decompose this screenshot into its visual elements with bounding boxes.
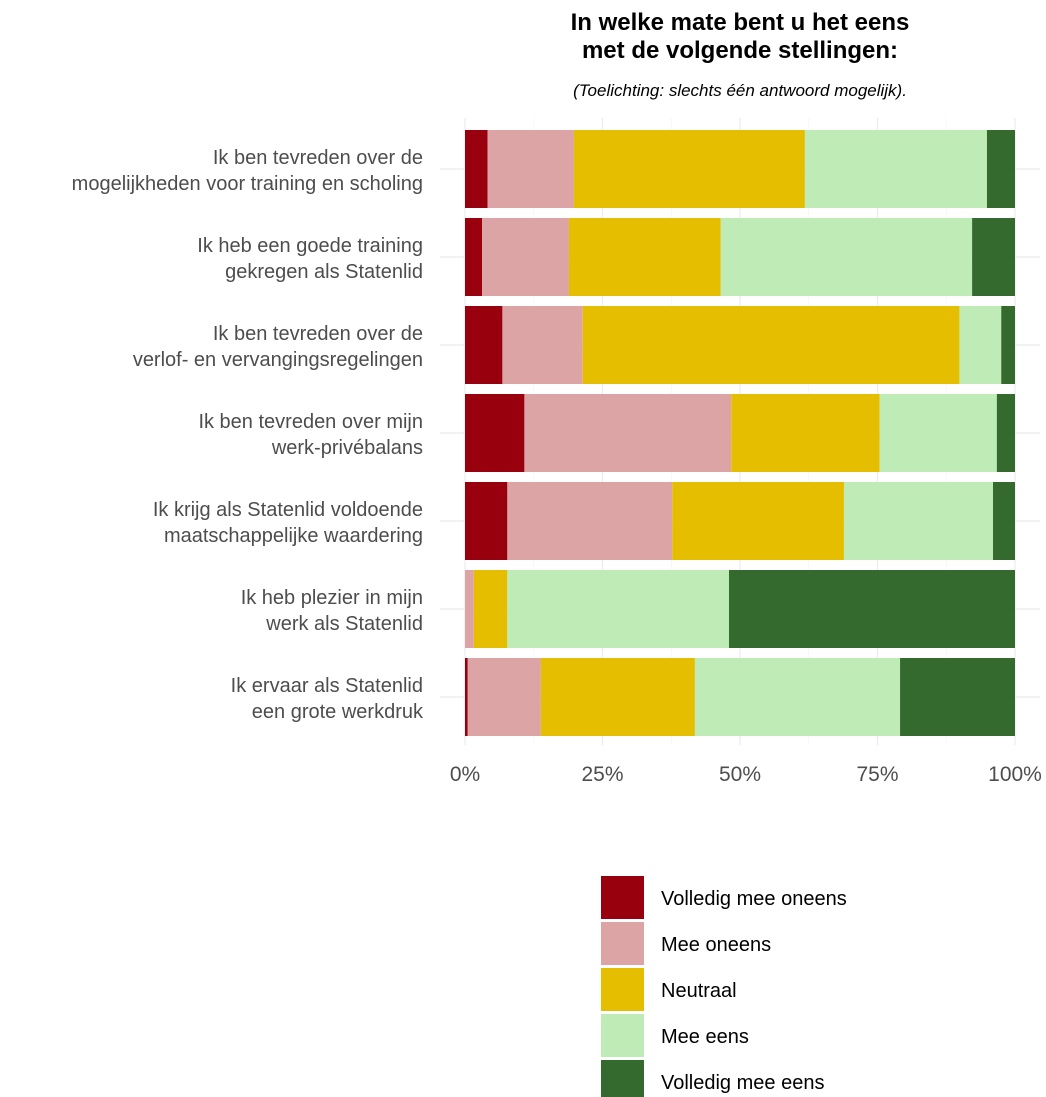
legend-label: Volledig mee oneens (661, 888, 847, 910)
category-label-line: werk-privébalans (271, 437, 423, 459)
bar-segment (843, 482, 993, 560)
chart-title-line-1: In welke mate bent u het eens (571, 9, 910, 36)
category-label: Ik ben tevreden over de mogelijkheden voo… (72, 147, 423, 195)
x-tick-label: 50% (719, 763, 761, 786)
category-label: Ik ben tevreden over mijn werk-privébalan… (198, 411, 423, 459)
bar-segment (502, 306, 583, 384)
bar-segment (465, 130, 488, 208)
legend-label: Mee eens (661, 1026, 749, 1048)
bar-segment (1001, 306, 1015, 384)
x-tick-label: 0% (450, 763, 480, 786)
bar-segment (465, 658, 468, 736)
category-label-line: Ik krijg als Statenlid voldoende (153, 499, 423, 521)
category-label: Ik heb plezier in mijn werk als Statenlid (241, 587, 423, 635)
bars (465, 130, 1015, 736)
bar-segment (804, 130, 987, 208)
legend-key (601, 1060, 644, 1097)
category-label-line: Ik heb plezier in mijn (241, 587, 423, 609)
bar-segment (959, 306, 1002, 384)
bar-segment (507, 570, 729, 648)
category-label-line: Ik heb een goede training (197, 235, 423, 257)
bar-segment (672, 482, 844, 560)
category-label: Ik ervaar als Statenlid een grote werkdru… (231, 675, 424, 723)
category-label: Ik krijg als Statenlid voldoende maatscha… (153, 499, 423, 547)
bar-segment (720, 218, 973, 296)
category-label-line: verlof- en vervangingsregelingen (133, 349, 423, 371)
bar-segment (524, 394, 732, 472)
bar-segment (694, 658, 901, 736)
bar-segment (465, 218, 483, 296)
bar-segment (568, 218, 721, 296)
bar-segment (465, 306, 503, 384)
legend: Volledig mee oneens Mee oneens Neutraal Mee… (601, 876, 847, 1097)
legend-key (601, 922, 644, 965)
bar-segment (729, 570, 1015, 648)
bar-segment (879, 394, 997, 472)
category-label-line: mogelijkheden voor training en scholing (72, 173, 423, 195)
bar-segment (482, 218, 569, 296)
legend-key (601, 968, 644, 1011)
chart-subtitle: (Toelichting: slechts één antwoord mogel… (573, 81, 907, 100)
category-label-line: Ik ben tevreden over de (213, 147, 423, 169)
category-label-line: Ik ben tevreden over mijn (198, 411, 423, 433)
bar-segment (582, 306, 960, 384)
legend-label: Mee oneens (661, 934, 771, 956)
legend-label: Volledig mee eens (661, 1072, 824, 1094)
bar-segment (573, 130, 805, 208)
category-label-line: gekregen als Statenlid (225, 261, 423, 283)
x-tick-label: 25% (581, 763, 623, 786)
bar-segment (507, 482, 673, 560)
bar-segment (986, 130, 1015, 208)
bar-segment (540, 658, 695, 736)
legend-key (601, 1014, 644, 1057)
x-tick-label: 75% (856, 763, 898, 786)
category-label: Ik ben tevreden over de verlof- en vervan… (133, 323, 423, 371)
legend-key (601, 876, 644, 919)
bar-segment (487, 130, 574, 208)
x-tick-label: 100% (988, 763, 1042, 786)
x-axis-ticks: 0% 25% 50% 75% 100% (450, 763, 1042, 786)
bar-segment (972, 218, 1015, 296)
category-label-line: Ik ben tevreden over de (213, 323, 423, 345)
bar-segment (731, 394, 880, 472)
category-label-line: maatschappelijke waardering (164, 525, 423, 547)
category-label-line: een grote werkdruk (252, 701, 424, 723)
category-label-line: Ik ervaar als Statenlid (231, 675, 423, 697)
category-labels: Ik ben tevreden over de mogelijkheden voo… (72, 147, 424, 723)
bar-segment (993, 482, 1015, 560)
bar-segment (900, 658, 1015, 736)
category-label-line: werk als Statenlid (265, 613, 423, 635)
bar-segment (467, 658, 541, 736)
bar-segment (473, 570, 508, 648)
category-label: Ik heb een goede training gekregen als St… (197, 235, 423, 283)
chart-title-line-2: met de volgende stellingen: (582, 37, 898, 64)
bar-segment (996, 394, 1015, 472)
bar-segment (465, 570, 474, 648)
bar-segment (465, 394, 525, 472)
legend-label: Neutraal (661, 980, 737, 1002)
bar-segment (465, 482, 508, 560)
